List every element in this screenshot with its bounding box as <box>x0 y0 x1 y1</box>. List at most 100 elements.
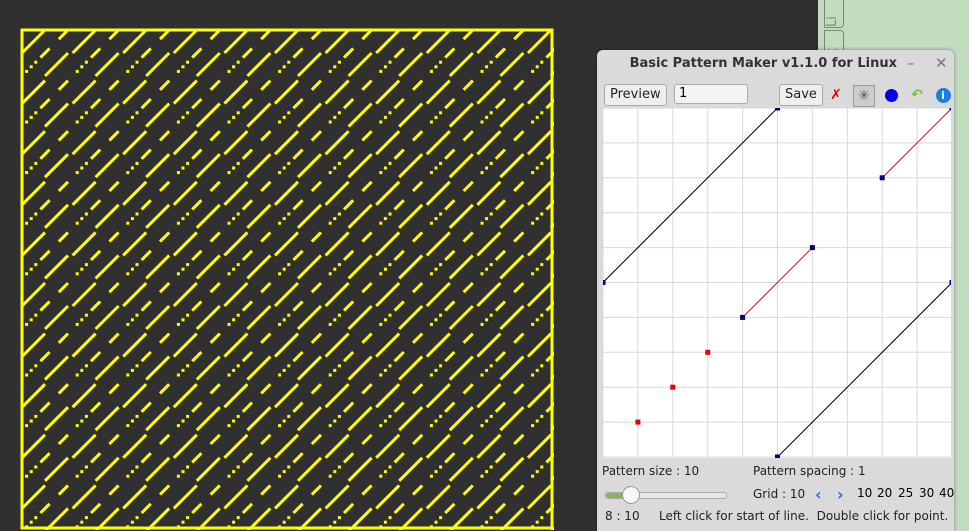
close-button[interactable]: ✕ <box>935 54 948 72</box>
preview-line <box>275 485 298 508</box>
preview-point <box>379 424 382 427</box>
preview-point <box>490 263 493 266</box>
preview-line <box>96 53 119 76</box>
minimize-button[interactable]: – <box>907 54 915 72</box>
preview-line <box>298 104 321 127</box>
preview-line <box>40 48 49 57</box>
preview-line <box>546 453 554 462</box>
preview-line <box>247 357 270 380</box>
preview-line <box>546 99 554 108</box>
preview-point <box>182 268 185 271</box>
preview-line <box>224 81 247 104</box>
preview-line <box>109 182 118 191</box>
preview-point <box>485 470 488 473</box>
preview-line <box>326 182 349 205</box>
preview-line <box>192 48 201 57</box>
preview-line <box>546 403 554 412</box>
design-canvas[interactable] <box>603 108 951 458</box>
preview-point <box>435 167 438 170</box>
preview-point <box>536 217 539 220</box>
grid-toggle-icon[interactable]: ✳ <box>853 85 875 107</box>
grid-prev-icon[interactable]: ‹ <box>815 485 822 504</box>
save-button[interactable]: Save <box>779 84 823 106</box>
preview-point <box>333 521 336 524</box>
preview-point <box>435 420 438 423</box>
grid-next-icon[interactable]: › <box>837 485 844 504</box>
undo-icon[interactable]: ↶ <box>911 87 923 103</box>
preview-line <box>528 30 551 53</box>
preview-point <box>228 70 231 73</box>
preview-line <box>344 403 353 412</box>
preview-point <box>430 222 433 225</box>
preview-line <box>413 232 422 241</box>
preview-point <box>379 171 382 174</box>
grid-option-20[interactable]: 20 <box>877 486 893 500</box>
preview-point <box>237 516 240 519</box>
preview-line <box>477 232 500 255</box>
preview-line <box>192 99 201 108</box>
preview-point <box>389 516 392 519</box>
preview-line <box>59 30 68 39</box>
slider-knob[interactable] <box>622 486 640 504</box>
preview-line <box>160 435 169 444</box>
color-dot-icon[interactable] <box>881 85 901 105</box>
grid-option-40[interactable]: 40 <box>939 486 955 500</box>
info-icon[interactable]: i <box>933 85 953 105</box>
preview-point <box>228 374 231 377</box>
preview-point <box>531 222 534 225</box>
preview-line <box>174 334 197 357</box>
preview-point <box>136 314 139 317</box>
preview-line <box>376 485 399 508</box>
preview-point <box>439 314 442 317</box>
preview-point <box>283 420 286 423</box>
preview-line <box>477 283 500 306</box>
grid-option-10[interactable]: 10 <box>857 486 873 500</box>
preview-line <box>160 81 169 90</box>
preview-line <box>298 458 321 481</box>
preview-line <box>477 334 500 357</box>
preview-line <box>496 403 505 412</box>
preview-line <box>298 205 321 228</box>
grid-option-30[interactable]: 30 <box>919 486 935 500</box>
preview-line <box>496 301 505 310</box>
preview-point <box>182 167 185 170</box>
preview-line <box>528 334 551 357</box>
preview-point <box>186 162 189 165</box>
preview-line <box>362 81 371 90</box>
preview-line <box>224 384 247 407</box>
preview-point <box>287 263 290 266</box>
preview-line <box>96 306 119 329</box>
preview-point <box>126 70 129 73</box>
preview-line <box>413 435 422 444</box>
preview-point <box>329 70 332 73</box>
pattern-number-input[interactable]: 1 <box>674 84 748 104</box>
pattern-size-slider[interactable] <box>605 486 727 504</box>
design-line <box>881 108 951 179</box>
preview-line <box>109 81 118 90</box>
preview-button[interactable]: Preview <box>604 84 667 106</box>
preview-point <box>25 222 28 225</box>
preview-point <box>136 415 139 418</box>
preview-line <box>399 255 422 278</box>
preview-point <box>439 162 442 165</box>
preview-point <box>85 364 88 367</box>
preview-point <box>25 525 28 528</box>
preview-line <box>192 301 201 310</box>
preview-point <box>278 475 281 478</box>
preview-point <box>76 171 79 174</box>
preview-line <box>546 251 554 260</box>
preview-point <box>30 268 33 271</box>
preview-line <box>40 200 49 209</box>
preview-line <box>45 205 68 228</box>
preview-line <box>45 255 68 278</box>
grid-option-25[interactable]: 25 <box>898 486 914 500</box>
preview-point <box>136 516 139 519</box>
preview-line <box>445 301 454 310</box>
preview-line <box>22 283 45 306</box>
preview-point <box>430 70 433 73</box>
preview-line <box>109 232 118 241</box>
preview-line <box>326 131 349 154</box>
tab-li[interactable]: Li <box>824 0 844 28</box>
preview-line <box>174 384 197 407</box>
clear-lines-icon[interactable]: ✗ <box>830 87 842 103</box>
